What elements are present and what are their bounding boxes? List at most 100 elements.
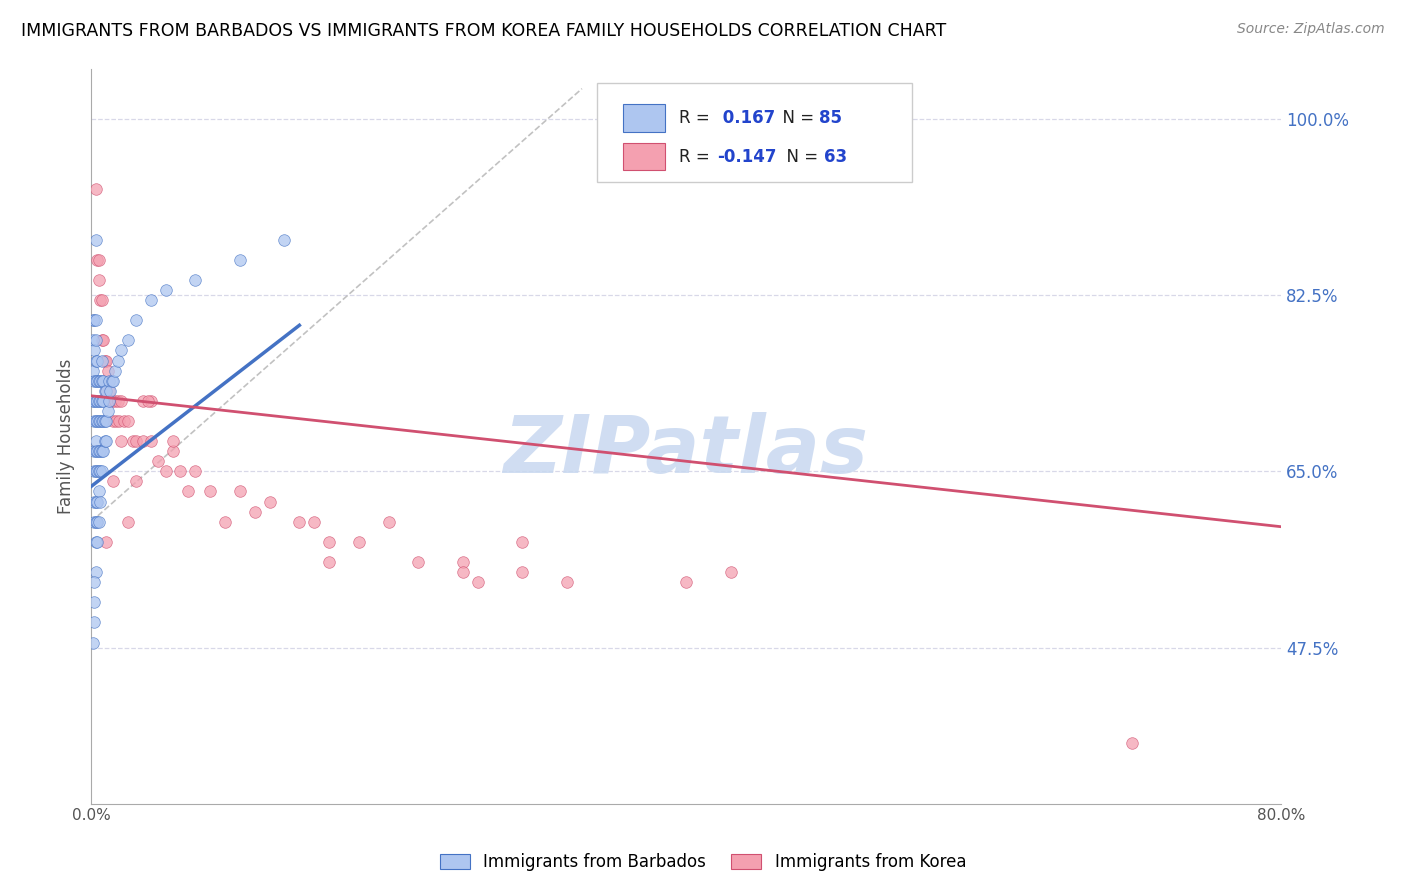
Point: [91, 374, 114, 388]
Point: [93, 384, 115, 398]
Point: [87, 444, 110, 458]
Point: [512, 534, 534, 549]
Point: [98, 393, 121, 408]
Point: [83, 615, 105, 630]
Point: [84, 515, 107, 529]
Point: [82, 334, 104, 348]
Point: [82, 313, 104, 327]
Text: 63: 63: [824, 147, 848, 166]
Point: [103, 475, 125, 489]
Point: [467, 575, 489, 590]
Point: [94, 534, 117, 549]
Point: [107, 393, 129, 408]
Point: [94, 353, 117, 368]
Point: [139, 293, 162, 307]
Point: [84, 414, 107, 428]
Point: [86, 534, 108, 549]
Point: [84, 313, 107, 327]
Point: [107, 353, 129, 368]
Point: [198, 484, 221, 499]
Point: [214, 515, 236, 529]
Point: [83, 464, 105, 478]
Point: [136, 393, 159, 408]
Point: [125, 475, 148, 489]
Point: [125, 313, 148, 327]
Point: [108, 414, 131, 428]
Point: [84, 565, 107, 579]
FancyBboxPatch shape: [596, 83, 912, 183]
Point: [89, 444, 111, 458]
Point: [121, 434, 143, 449]
Point: [184, 464, 207, 478]
Text: N =: N =: [776, 147, 824, 166]
FancyBboxPatch shape: [623, 103, 665, 132]
Point: [87, 464, 110, 478]
Text: -0.147: -0.147: [717, 147, 776, 166]
Point: [117, 414, 139, 428]
Point: [87, 273, 110, 287]
Point: [105, 414, 128, 428]
Text: 85: 85: [820, 109, 842, 127]
Point: [377, 515, 399, 529]
Point: [243, 505, 266, 519]
Point: [94, 434, 117, 449]
Point: [1121, 736, 1143, 750]
Point: [101, 393, 124, 408]
Point: [87, 484, 110, 499]
Point: [318, 555, 340, 569]
Point: [90, 393, 112, 408]
Text: ZIPatlas: ZIPatlas: [503, 412, 869, 490]
Point: [86, 515, 108, 529]
Point: [229, 252, 252, 267]
Point: [83, 494, 105, 508]
Point: [87, 374, 110, 388]
Point: [86, 252, 108, 267]
Point: [451, 555, 474, 569]
Point: [132, 434, 155, 449]
Text: R =: R =: [679, 109, 714, 127]
Y-axis label: Family Households: Family Households: [58, 359, 75, 514]
Point: [169, 464, 191, 478]
Point: [259, 494, 281, 508]
Text: N =: N =: [772, 109, 820, 127]
Point: [86, 414, 108, 428]
Point: [83, 515, 105, 529]
Point: [87, 252, 110, 267]
Text: R =: R =: [679, 147, 714, 166]
Point: [98, 384, 121, 398]
Point: [100, 384, 122, 398]
Point: [83, 343, 105, 358]
Point: [94, 384, 117, 398]
Point: [117, 334, 139, 348]
Point: [184, 273, 207, 287]
Point: [408, 555, 430, 569]
Point: [451, 565, 474, 579]
Point: [512, 565, 534, 579]
Point: [675, 575, 697, 590]
Point: [83, 444, 105, 458]
Point: [82, 635, 104, 649]
Point: [101, 374, 124, 388]
Point: [155, 464, 177, 478]
Point: [83, 414, 105, 428]
Point: [91, 444, 114, 458]
Point: [110, 434, 132, 449]
Point: [84, 534, 107, 549]
Point: [90, 374, 112, 388]
Point: [87, 414, 110, 428]
Point: [125, 434, 148, 449]
Point: [87, 515, 110, 529]
Text: Source: ZipAtlas.com: Source: ZipAtlas.com: [1237, 22, 1385, 37]
Point: [83, 595, 105, 609]
Point: [89, 293, 111, 307]
Point: [89, 494, 111, 508]
Point: [94, 384, 117, 398]
Point: [117, 515, 139, 529]
Point: [86, 374, 108, 388]
Point: [555, 575, 578, 590]
Point: [84, 444, 107, 458]
Point: [110, 393, 132, 408]
Point: [84, 374, 107, 388]
Point: [110, 343, 132, 358]
Point: [90, 444, 112, 458]
